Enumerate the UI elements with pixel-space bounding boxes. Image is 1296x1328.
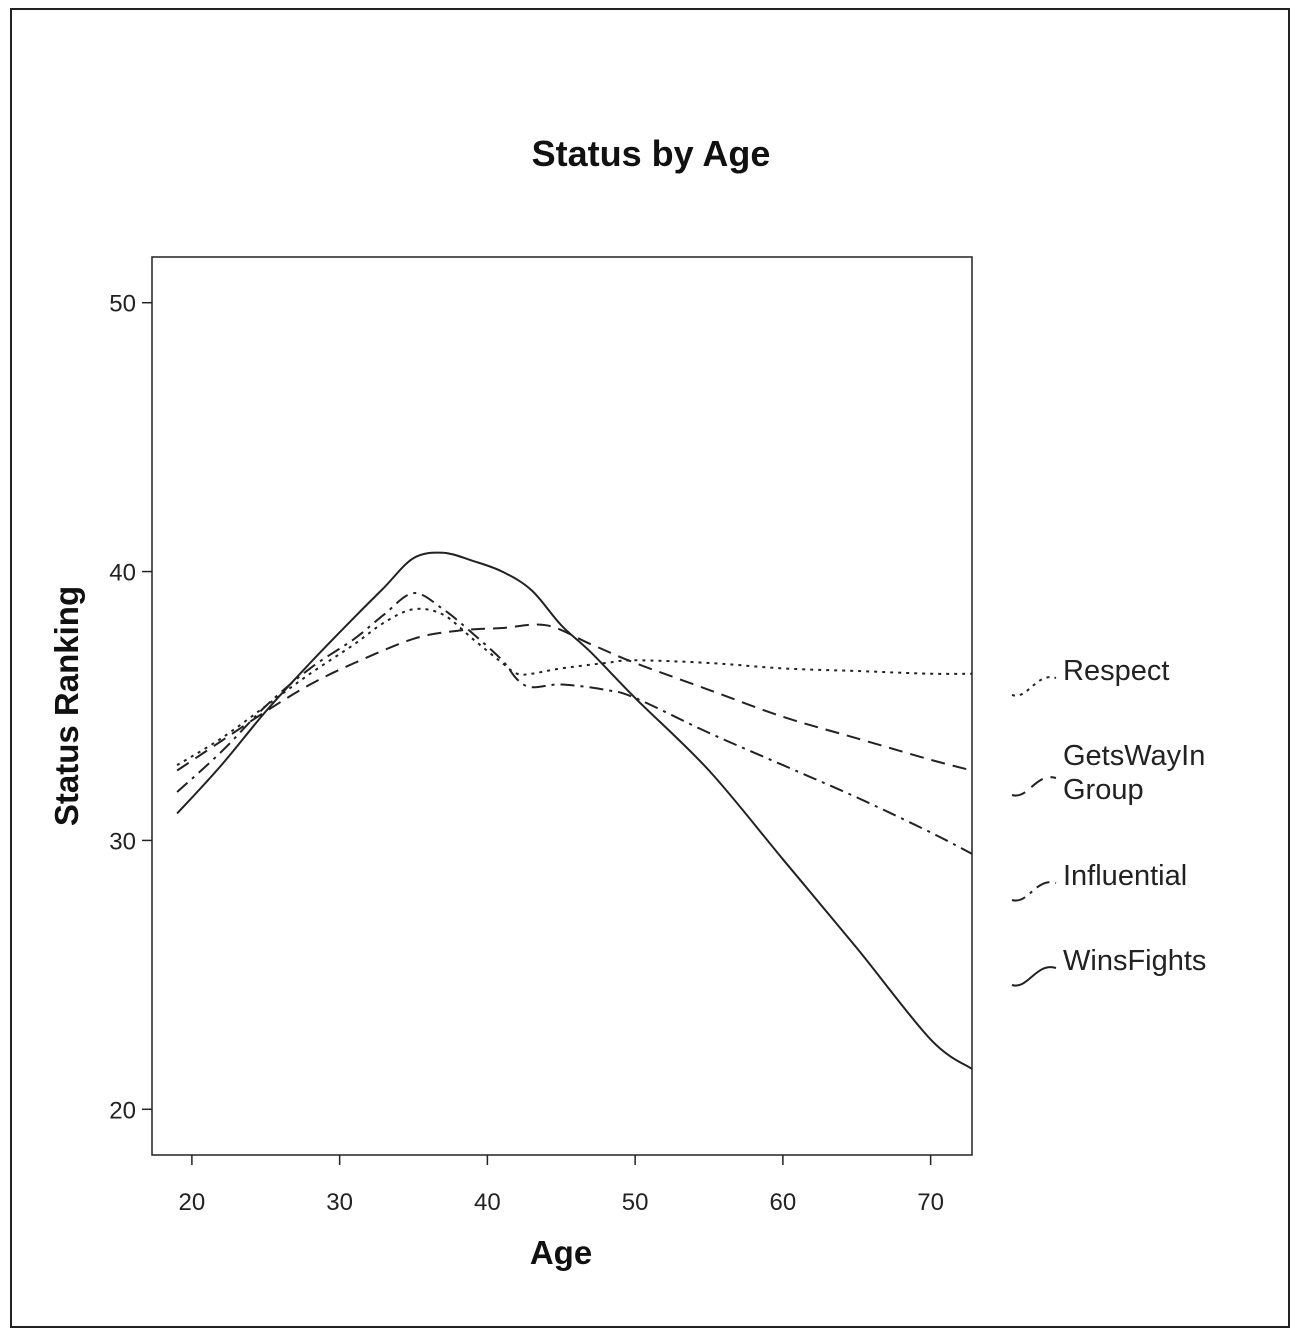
x-tick-label: 30 xyxy=(326,1189,353,1216)
plot-area xyxy=(151,256,973,1156)
legend-symbol xyxy=(1011,776,1057,797)
legend-label: Influential xyxy=(1063,860,1187,892)
x-tick-label: 20 xyxy=(179,1189,206,1216)
x-tick-label: 60 xyxy=(770,1189,797,1216)
series-line-winsfights xyxy=(176,551,973,1070)
x-axis: 20 30 40 50 60 70 xyxy=(179,1155,944,1216)
x-tick-label: 40 xyxy=(474,1189,501,1216)
legend-label: Respect xyxy=(1063,655,1169,687)
y-axis: 20 30 40 50 xyxy=(109,291,152,1124)
series-lines xyxy=(176,551,973,1070)
chart-title: Status by Age xyxy=(532,133,771,174)
legend-symbol xyxy=(1011,966,1057,987)
legend-symbol xyxy=(1011,881,1057,902)
x-tick-label: 70 xyxy=(917,1189,944,1216)
x-axis-title: Age xyxy=(530,1234,592,1271)
y-tick-label: 30 xyxy=(109,828,136,855)
series-line-getswayin-group xyxy=(176,623,973,772)
y-tick-label: 20 xyxy=(109,1097,136,1124)
y-tick-label: 40 xyxy=(109,560,136,587)
y-axis-title: Status Ranking xyxy=(48,586,85,826)
series-line-respect xyxy=(176,607,973,766)
legend-symbol xyxy=(1011,676,1057,697)
legend: Respect GetsWayIn Group Influential WinsFigh… xyxy=(1011,655,1206,987)
y-tick-label: 50 xyxy=(109,291,136,318)
legend-label: GetsWayIn Group xyxy=(1063,740,1205,806)
series-line-influential xyxy=(176,592,973,855)
legend-label: WinsFights xyxy=(1063,945,1206,977)
x-tick-label: 50 xyxy=(622,1189,649,1216)
